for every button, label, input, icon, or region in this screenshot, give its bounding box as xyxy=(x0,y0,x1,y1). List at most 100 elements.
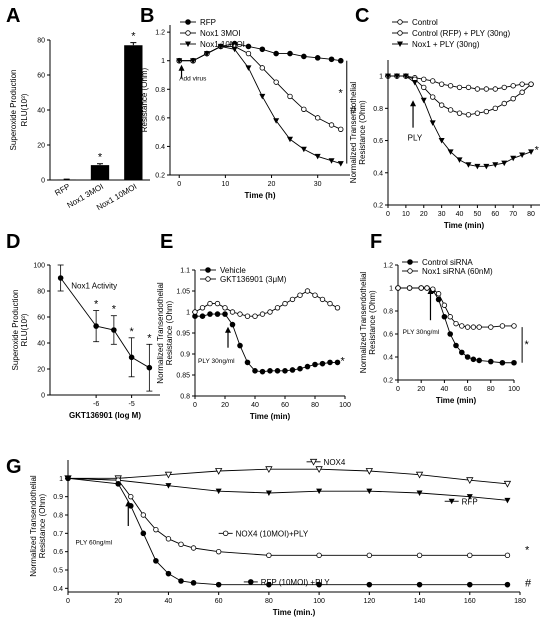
data-point xyxy=(459,349,465,356)
data-point xyxy=(237,342,243,349)
data-point xyxy=(416,581,423,588)
y-axis-label: Normalized Transendothelial xyxy=(359,272,368,374)
data-point xyxy=(282,300,288,307)
y-tick-label: 1.05 xyxy=(176,289,190,296)
data-point xyxy=(304,363,311,370)
data-point xyxy=(314,115,321,121)
data-point xyxy=(327,300,333,307)
data-point xyxy=(511,323,517,329)
y-tick-label: 80 xyxy=(37,289,45,296)
data-point xyxy=(421,84,427,91)
data-point xyxy=(447,149,454,155)
x-tick-label: 10 xyxy=(402,211,410,218)
y-tick-label: 0.8 xyxy=(180,394,190,401)
legend-label: Control (RFP) + PLY (30ng) xyxy=(412,29,511,38)
panel-label: D xyxy=(6,231,20,253)
x-tick-label: 80 xyxy=(311,402,319,409)
data-point xyxy=(192,309,198,315)
data-point xyxy=(465,84,472,91)
data-point xyxy=(397,30,403,36)
data-point xyxy=(178,541,184,548)
data-point xyxy=(203,51,210,57)
data-point xyxy=(164,471,173,479)
x-tick-label: 80 xyxy=(487,386,495,393)
data-point xyxy=(456,84,463,91)
y-tick-label: 0.4 xyxy=(53,586,63,593)
data-point xyxy=(474,163,481,170)
y-tick-label: 1 xyxy=(59,476,63,483)
data-point xyxy=(488,358,494,365)
data-point xyxy=(453,342,459,349)
y-axis-label: Normalized Transendothelial xyxy=(349,82,358,184)
data-point xyxy=(247,579,254,585)
x-tick-label: 40 xyxy=(456,211,464,218)
significance-marker: # xyxy=(350,105,357,117)
y-axis-label: Superoxide Production xyxy=(9,70,18,151)
panel-label: A xyxy=(6,5,20,27)
data-point xyxy=(464,354,471,360)
x-tick-label: -6 xyxy=(93,401,99,408)
y-tick-label: 0.95 xyxy=(176,331,190,338)
y-tick-label: 0.4 xyxy=(155,144,165,151)
data-point xyxy=(483,163,490,170)
data-point xyxy=(438,138,445,144)
y-tick-label: 0.6 xyxy=(373,138,383,145)
data-point xyxy=(438,102,445,108)
data-point xyxy=(365,468,374,475)
significance-marker: * xyxy=(524,339,529,351)
data-point xyxy=(297,365,303,372)
data-point xyxy=(501,160,508,167)
legend-label: Nox1 + PLY (30ng) xyxy=(412,40,480,49)
panel-f: F 0.2 0.4 0.6 0.8 1 1.2 0 20 40 60 80 100 Time (min) N… xyxy=(359,231,529,405)
x-tick-label: 0 xyxy=(396,386,400,393)
data-point xyxy=(146,364,153,371)
y-axis-label: Normalized Transendothelial xyxy=(156,282,165,384)
data-point xyxy=(304,288,311,294)
data-point xyxy=(287,136,293,143)
data-point xyxy=(314,55,321,61)
bar xyxy=(90,165,110,180)
data-point xyxy=(273,79,279,85)
data-point xyxy=(397,19,403,25)
y-tick-label: 40 xyxy=(37,341,45,348)
data-point xyxy=(459,323,465,329)
panel-label: F xyxy=(370,231,382,253)
significance-marker: * xyxy=(338,87,343,99)
x-tick-label: 20 xyxy=(420,211,428,218)
data-point xyxy=(265,466,273,474)
data-point xyxy=(476,357,483,364)
data-point xyxy=(448,498,455,505)
x-tick-label: 100 xyxy=(313,598,325,605)
data-point xyxy=(190,58,197,64)
data-point xyxy=(366,581,373,588)
y-axis-label-2: Resistance (Ohm) xyxy=(140,67,149,132)
x-tick-label: 40 xyxy=(251,402,259,409)
data-point xyxy=(266,581,272,588)
panel-label: E xyxy=(160,231,173,253)
data-point xyxy=(430,94,436,100)
data-point xyxy=(289,367,296,373)
annotation-label: PLY 30ng/ml xyxy=(403,329,440,336)
data-point xyxy=(418,285,424,291)
data-point xyxy=(266,552,272,559)
data-point xyxy=(366,552,373,559)
data-point xyxy=(128,354,135,361)
data-point xyxy=(301,106,307,112)
significance-marker: * xyxy=(129,326,134,338)
data-point xyxy=(252,313,258,319)
data-point xyxy=(217,43,224,50)
x-tick-label: 120 xyxy=(363,598,375,605)
y-tick-label: 60 xyxy=(37,315,45,322)
data-point xyxy=(519,152,526,159)
series-line xyxy=(179,45,341,165)
legend-label: RFP xyxy=(200,18,216,27)
data-point xyxy=(492,86,498,92)
data-point xyxy=(207,311,213,317)
data-point xyxy=(214,300,221,307)
data-point xyxy=(328,56,335,63)
x-axis-label: GKT136901 (log M) xyxy=(69,411,141,420)
data-point xyxy=(245,43,252,50)
data-point xyxy=(334,359,341,366)
